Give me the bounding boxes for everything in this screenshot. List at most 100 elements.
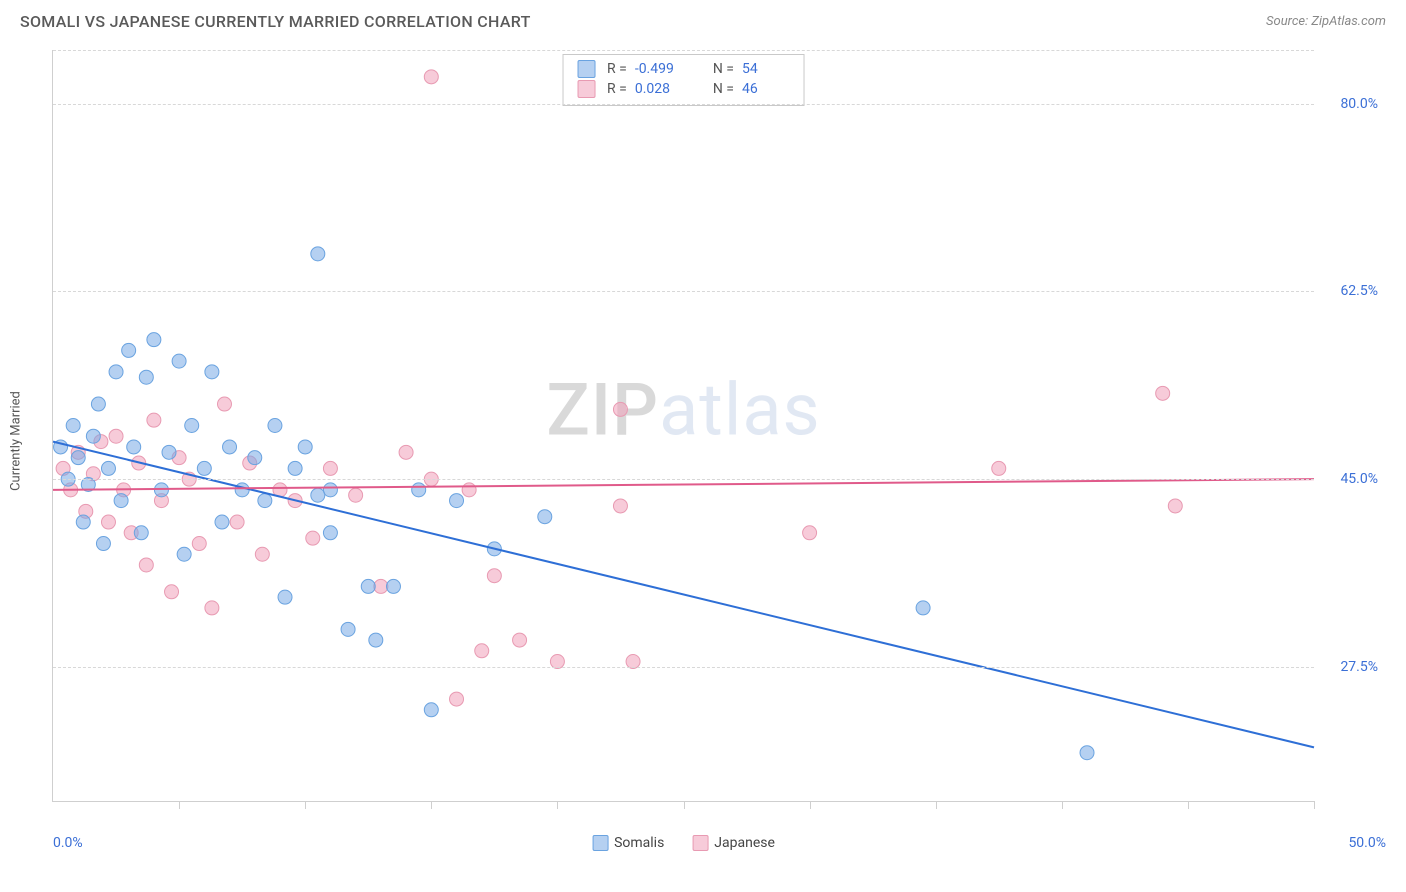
y-tick-label: 27.5% xyxy=(1322,659,1378,675)
scatter-point xyxy=(803,526,817,540)
x-axis-max-label: 50.0% xyxy=(1348,835,1386,851)
scatter-point xyxy=(91,397,105,411)
scatter-point xyxy=(278,590,292,604)
scatter-point xyxy=(323,526,337,540)
legend-label: Japanese xyxy=(714,835,775,851)
scatter-point xyxy=(255,547,269,561)
scatter-point xyxy=(66,419,80,433)
y-tick-label: 62.5% xyxy=(1322,283,1378,299)
stat-n-value: 54 xyxy=(742,61,790,77)
x-tick xyxy=(557,801,558,809)
gridline xyxy=(53,50,1314,51)
scatter-point xyxy=(341,622,355,636)
scatter-point xyxy=(217,397,231,411)
scatter-point xyxy=(101,461,115,475)
scatter-point xyxy=(613,402,627,416)
series-swatch xyxy=(577,80,595,98)
legend-swatch xyxy=(592,835,608,851)
scatter-point xyxy=(268,419,282,433)
scatter-point xyxy=(1080,746,1094,760)
scatter-point xyxy=(223,440,237,454)
stat-n-value: 46 xyxy=(742,81,790,97)
scatter-point xyxy=(412,483,426,497)
scatter-point xyxy=(109,429,123,443)
x-axis-min-label: 0.0% xyxy=(53,835,83,851)
stat-r-label: R = xyxy=(607,81,627,97)
scatter-point xyxy=(248,451,262,465)
scatter-point xyxy=(197,461,211,475)
stat-n-label: N = xyxy=(713,81,734,97)
scatter-point xyxy=(172,354,186,368)
scatter-point xyxy=(311,488,325,502)
scatter-point xyxy=(185,419,199,433)
gridline xyxy=(53,104,1314,105)
scatter-point xyxy=(399,445,413,459)
scatter-point xyxy=(147,333,161,347)
scatter-point xyxy=(462,483,476,497)
scatter-point xyxy=(311,247,325,261)
scatter-point xyxy=(538,510,552,524)
scatter-point xyxy=(288,461,302,475)
stat-r-value: -0.499 xyxy=(635,61,683,77)
x-tick xyxy=(1188,801,1189,809)
x-tick xyxy=(431,801,432,809)
scatter-point xyxy=(86,429,100,443)
scatter-point xyxy=(513,633,527,647)
stat-n-label: N = xyxy=(713,61,734,77)
scatter-point xyxy=(162,445,176,459)
scatter-point xyxy=(369,633,383,647)
scatter-point xyxy=(101,515,115,529)
x-tick xyxy=(1062,801,1063,809)
scatter-point xyxy=(298,440,312,454)
legend-item: Somalis xyxy=(592,835,664,851)
x-tick xyxy=(1314,801,1315,809)
scatter-point xyxy=(475,644,489,658)
legend-bottom: Somalis Japanese xyxy=(592,835,775,851)
x-tick xyxy=(936,801,937,809)
scatter-point xyxy=(215,515,229,529)
stats-row: R = -0.499 N = 54 xyxy=(577,59,790,79)
scatter-point xyxy=(306,531,320,545)
y-tick-label: 45.0% xyxy=(1322,471,1378,487)
stats-row: R = 0.028 N = 46 xyxy=(577,79,790,99)
plot-area: ZIPatlas R =-0.499N =54R =0.028N =46 0.0… xyxy=(52,50,1314,802)
correlation-stats-box: R = -0.499 N = 54 R = 0.028 N = 46 xyxy=(562,54,805,106)
scatter-point xyxy=(374,579,388,593)
scatter-point xyxy=(258,494,272,508)
scatter-point xyxy=(450,692,464,706)
scatter-point xyxy=(177,547,191,561)
stat-r-value: 0.028 xyxy=(635,81,683,97)
chart-area: Currently Married ZIPatlas R =-0.499N =5… xyxy=(42,50,1386,832)
gridline xyxy=(53,291,1314,292)
scatter-point xyxy=(916,601,930,615)
scatter-point xyxy=(992,461,1006,475)
scatter-point xyxy=(205,601,219,615)
chart-source: Source: ZipAtlas.com xyxy=(1266,14,1386,29)
scatter-point xyxy=(109,365,123,379)
y-axis-label: Currently Married xyxy=(9,391,24,491)
scatter-point xyxy=(361,579,375,593)
scatter-point xyxy=(349,488,363,502)
x-tick xyxy=(684,801,685,809)
chart-title: SOMALI VS JAPANESE CURRENTLY MARRIED COR… xyxy=(20,12,531,31)
legend-item: Japanese xyxy=(692,835,775,851)
legend-label: Somalis xyxy=(614,835,664,851)
scatter-point xyxy=(139,558,153,572)
scatter-point xyxy=(139,370,153,384)
scatter-point xyxy=(165,585,179,599)
scatter-point xyxy=(1156,386,1170,400)
scatter-point xyxy=(230,515,244,529)
y-tick-label: 80.0% xyxy=(1322,96,1378,112)
scatter-point xyxy=(323,483,337,497)
x-tick xyxy=(179,801,180,809)
stat-r-label: R = xyxy=(607,61,627,77)
scatter-point xyxy=(1168,499,1182,513)
scatter-point xyxy=(134,526,148,540)
scatter-point xyxy=(613,499,627,513)
scatter-point xyxy=(235,483,249,497)
series-swatch xyxy=(577,60,595,78)
scatter-point xyxy=(147,413,161,427)
gridline xyxy=(53,667,1314,668)
scatter-point xyxy=(96,537,110,551)
chart-header: SOMALI VS JAPANESE CURRENTLY MARRIED COR… xyxy=(0,0,1406,39)
